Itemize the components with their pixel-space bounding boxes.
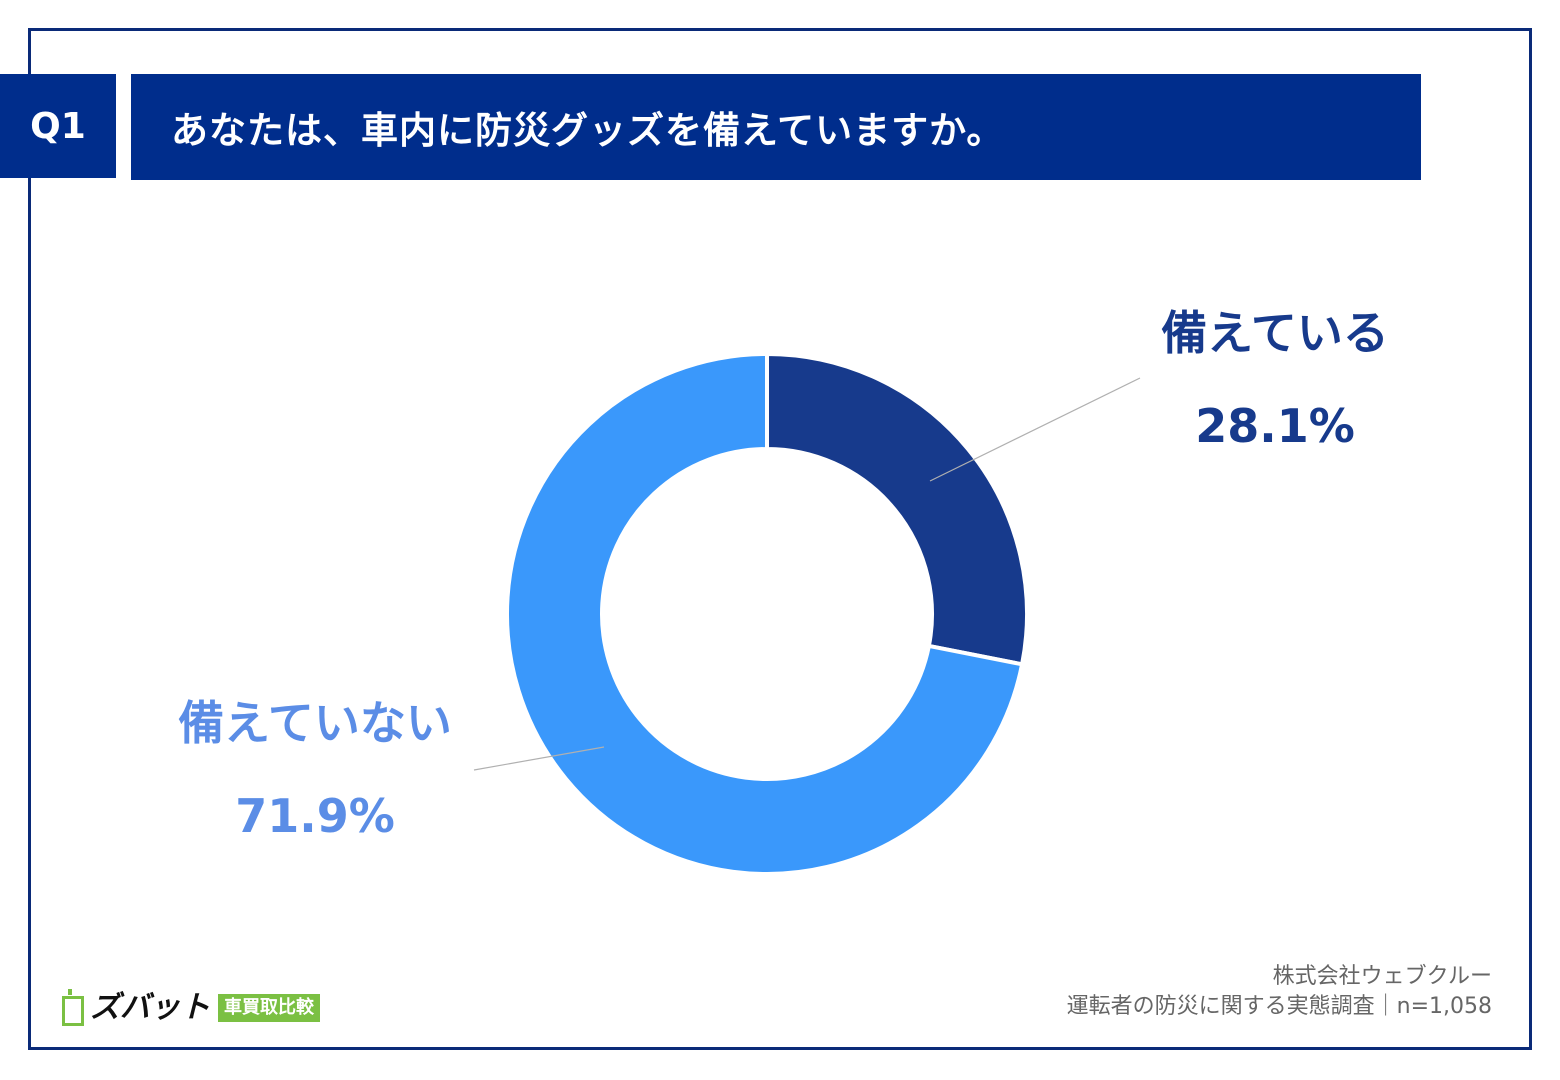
logo-name: ズバット xyxy=(90,990,210,1025)
credits: 株式会社ウェブクルー 運転者の防災に関する実態調査｜n=1,058 xyxy=(1067,962,1492,1022)
logo-badge: 車買取比較 xyxy=(218,994,320,1022)
leader-line-yes xyxy=(929,377,1141,482)
slice-label-yes-name: 備えている xyxy=(1161,306,1389,360)
survey-info: 運転者の防災に関する実態調査｜n=1,058 xyxy=(1066,994,1492,1019)
slice-label-yes: 備えている 28.1% xyxy=(1130,298,1420,456)
donut-slice-yes xyxy=(765,351,1029,667)
donut-slice-no xyxy=(505,351,1025,876)
slice-label-no: 備えていない 71.9% xyxy=(150,688,480,846)
question-number: Q1 xyxy=(0,74,116,178)
slice-label-yes-value: 28.1% xyxy=(1195,399,1355,453)
leader-line-no xyxy=(473,746,605,771)
building-icon xyxy=(62,989,84,1026)
slice-label-no-name: 備えていない xyxy=(178,696,452,750)
company-name: 株式会社ウェブクルー xyxy=(1272,964,1492,989)
zubat-logo: ズバット 車買取比較 xyxy=(62,978,320,1026)
slice-label-no-value: 71.9% xyxy=(235,789,395,843)
question-title: あなたは、車内に防災グッズを備えていますか。 xyxy=(131,74,1421,180)
chart-frame xyxy=(28,28,1532,1050)
